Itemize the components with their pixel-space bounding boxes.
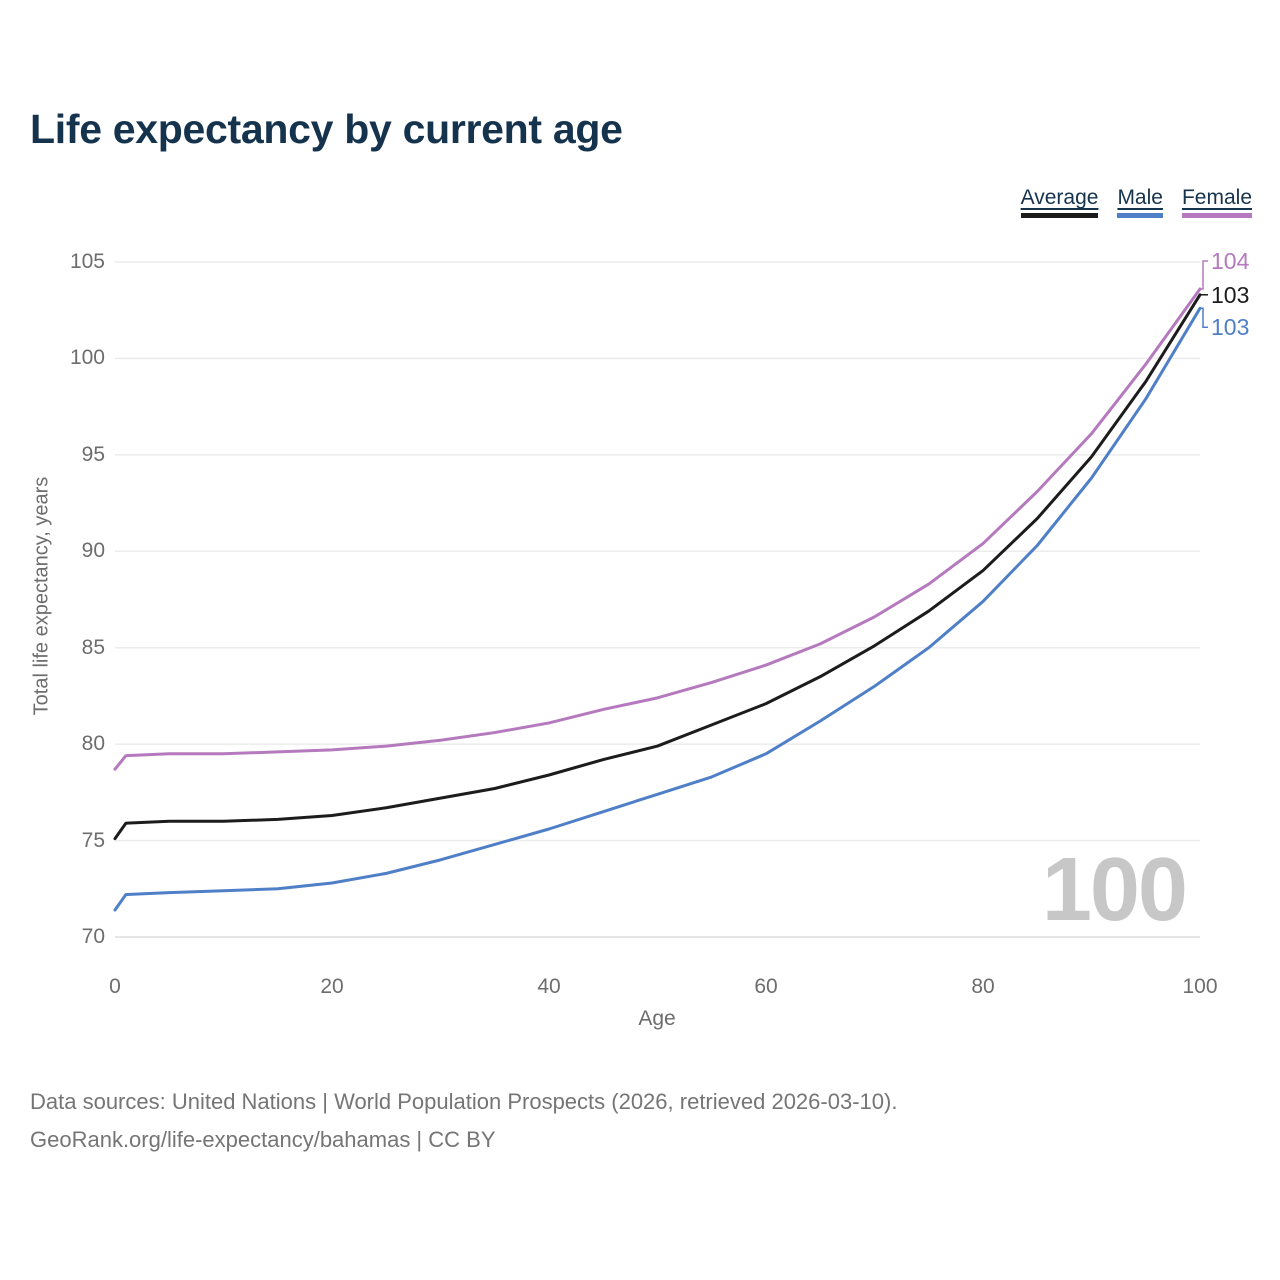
x-tick-label-60: 60 xyxy=(754,975,778,998)
y-tick-label-75: 75 xyxy=(81,828,105,852)
page-title: Life expectancy by current age xyxy=(30,106,623,152)
x-tick-label-80: 80 xyxy=(971,975,995,998)
x-tick-label-20: 20 xyxy=(320,975,344,998)
y-tick-label-70: 70 xyxy=(81,925,105,948)
end-connector-female xyxy=(1200,260,1208,290)
end-label-female: 104 xyxy=(1211,248,1250,274)
legend-swatch-average xyxy=(1020,213,1099,218)
legend-swatch-male xyxy=(1117,213,1163,218)
age-counter-watermark: 100 xyxy=(1041,840,1188,940)
footer-note: Data sources: United Nations | World Pop… xyxy=(30,1083,897,1159)
y-tick-label-90: 90 xyxy=(81,539,105,563)
end-label-male: 103 xyxy=(1211,314,1250,341)
legend-label-male: Male xyxy=(1117,186,1163,209)
y-tick-label-95: 95 xyxy=(81,442,105,466)
legend-item-female[interactable]: Female xyxy=(1181,186,1252,218)
chart-legend: Average Male Female xyxy=(1020,186,1252,218)
y-axis-title: Total life expectancy, years xyxy=(30,476,53,716)
x-tick-label-0: 0 xyxy=(109,975,121,998)
y-tick-label-100: 100 xyxy=(69,346,105,370)
legend-item-male[interactable]: Male xyxy=(1117,186,1163,218)
series-line-male xyxy=(113,306,1202,912)
legend-item-average[interactable]: Average xyxy=(1020,186,1099,218)
y-tick-label-85: 85 xyxy=(81,635,105,659)
y-tick-label-105: 105 xyxy=(69,250,105,273)
footer-license: GeoRank.org/life-expectancy/bahamas | CC… xyxy=(30,1127,496,1152)
footer-sources: Data sources: United Nations | World Pop… xyxy=(30,1089,898,1114)
x-tick-label-100: 100 xyxy=(1182,975,1218,998)
x-axis-title: Age xyxy=(638,1007,676,1030)
x-tick-label-40: 40 xyxy=(537,975,561,998)
end-label-average: 103 xyxy=(1211,281,1250,308)
y-tick-label-80: 80 xyxy=(81,732,105,756)
series-line-average xyxy=(113,293,1202,841)
legend-label-average: Average xyxy=(1020,186,1099,209)
legend-label-female: Female xyxy=(1181,186,1252,209)
series-line-female xyxy=(113,287,1202,771)
legend-swatch-female xyxy=(1181,213,1252,218)
end-connector-male xyxy=(1200,307,1208,329)
